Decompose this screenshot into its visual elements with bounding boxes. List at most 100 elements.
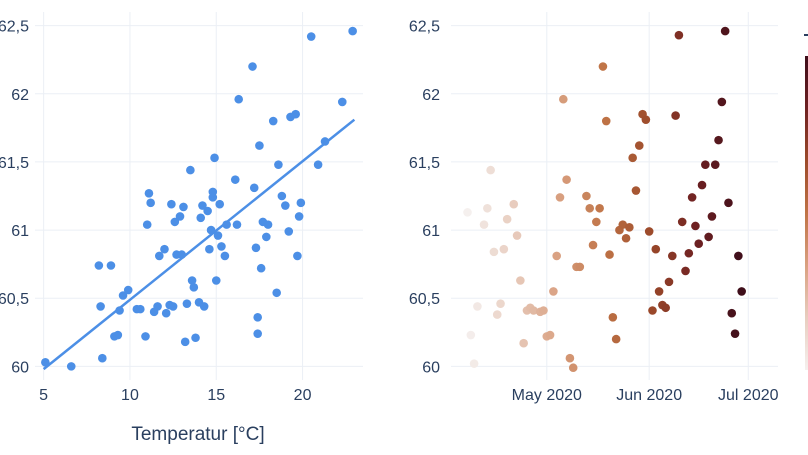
left-scatter-point: [186, 165, 195, 175]
left-x-axis-title: Temperatur [°C]: [131, 424, 264, 445]
right-scatter-point: [694, 239, 704, 249]
right-scatter-point: [704, 232, 713, 242]
colorbar: [804, 34, 808, 370]
left-scatter-point: [234, 94, 244, 104]
right-scatter-point: [671, 111, 680, 120]
right-scatter-point: [519, 338, 528, 348]
right-scatter-point: [539, 306, 548, 315]
right-scatter-point: [691, 221, 700, 231]
right-scatter-point: [605, 250, 614, 259]
left-scatter-point: [118, 291, 128, 300]
left-scatter-point: [170, 217, 180, 227]
left-scatter-point: [191, 333, 200, 343]
left-scatter-point: [215, 199, 225, 209]
left-scatter-point: [262, 232, 271, 242]
left-y-tick-label: 62: [11, 87, 29, 104]
right-scatter-point: [684, 248, 694, 258]
left-scatter-point: [94, 261, 104, 270]
left-y-tick-label: 62,5: [0, 19, 29, 36]
left-scatter-point: [253, 313, 262, 322]
left-scatter-point: [153, 302, 162, 311]
left-scatter-point: [96, 302, 105, 311]
right-y-tick-label: 60: [422, 359, 440, 376]
left-scatter-point: [203, 206, 212, 216]
right-y-tick-label: 62,5: [409, 19, 440, 36]
right-scatter-point: [707, 212, 717, 221]
left-scatter-point: [177, 250, 187, 259]
left-scatter-point: [179, 202, 188, 212]
left-scatter-point: [180, 337, 190, 347]
left-scatter-point: [222, 220, 231, 229]
right-scatter-point: [555, 193, 565, 202]
right-scatter-point: [592, 217, 601, 227]
right-scatter-point: [618, 220, 628, 229]
left-scatter-point: [167, 199, 176, 209]
right-scatter-point: [668, 251, 677, 261]
right-scatter-point: [492, 310, 502, 319]
right-scatter-point: [710, 160, 720, 169]
left-scatter-point: [320, 137, 330, 146]
left-scatter-point: [182, 299, 192, 308]
left-scatter-point: [220, 251, 230, 261]
left-scatter-point: [249, 183, 259, 193]
right-scatter-point: [714, 135, 723, 145]
left-x-tick-label: 20: [294, 387, 312, 404]
right-scatter-point: [641, 115, 651, 124]
right-scatter-point: [601, 116, 611, 126]
right-scatter-point: [552, 251, 561, 261]
right-scatter-point: [568, 363, 578, 373]
right-scatter-point: [512, 231, 522, 240]
right-scatter-point: [529, 306, 538, 315]
left-y-tick-label: 61,5: [0, 155, 29, 172]
left-scatter-point: [41, 357, 50, 367]
left-scatter-point: [256, 263, 266, 273]
right-y-tick-label: 60,5: [409, 291, 440, 308]
left-scatter-point: [141, 332, 150, 341]
right-scatter-point: [509, 199, 519, 209]
right-scatter-point: [463, 208, 472, 217]
left-scatter-point: [189, 283, 199, 292]
left-scatter-point: [337, 97, 347, 107]
trendline-layer: [42, 118, 356, 371]
right-scatter-point: [724, 198, 733, 208]
left-scatter-point: [281, 201, 290, 210]
left-scatter-point: [217, 242, 226, 251]
right-scatter-point: [611, 334, 621, 344]
left-scatter-point: [296, 198, 306, 208]
left-scatter-point: [272, 288, 281, 298]
left-scatter-point: [146, 198, 155, 208]
left-scatter-point: [284, 227, 294, 236]
tick-labels: 60 60,5 61 61,5 62 62,5 5 10 15 20 60 60,5 61 61,5 62 6…: [0, 19, 779, 404]
left-scatter-point: [232, 220, 242, 229]
left-scatter-point: [211, 276, 221, 285]
right-scatter-point: [565, 353, 575, 363]
left-scatter-point: [187, 276, 197, 285]
left-scatter-point: [208, 187, 218, 197]
left-x-tick-label: 15: [207, 387, 225, 404]
right-scatter-point: [644, 227, 654, 236]
left-scatter-point: [198, 201, 207, 210]
right-scatter-point: [677, 217, 687, 227]
right-scatter-point: [489, 247, 499, 257]
left-scatter-point: [277, 191, 287, 201]
left-scatter-point: [142, 220, 152, 229]
left-scatter-point: [313, 160, 323, 169]
right-scatter-point: [717, 97, 727, 107]
right-scatter-point: [585, 203, 595, 213]
trendline: [42, 118, 356, 371]
right-x-tick-label: Jul 2020: [718, 387, 779, 404]
left-scatter-point: [123, 285, 133, 295]
right-scatter-point: [648, 306, 657, 315]
left-scatter-point: [206, 225, 216, 235]
left-scatter-point: [113, 330, 123, 340]
left-scatter-point: [161, 308, 171, 318]
left-y-tick-label: 60: [11, 359, 29, 376]
left-scatter-point: [268, 116, 278, 126]
left-scatter-point: [106, 261, 116, 270]
grid-lines: [35, 12, 778, 380]
right-scatter-point: [697, 180, 707, 190]
left-scatter-point: [98, 353, 107, 363]
left-scatter-point: [274, 160, 283, 169]
left-scatter-point: [168, 302, 178, 311]
right-scatter-point: [701, 160, 710, 169]
